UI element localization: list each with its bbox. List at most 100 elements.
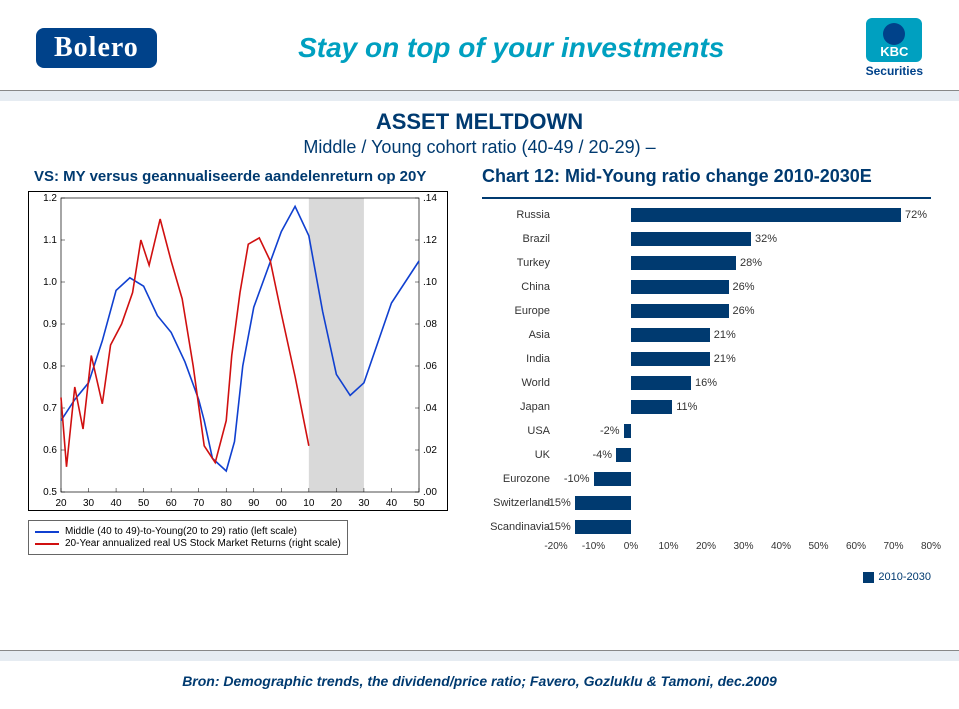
bar-track: -10%	[556, 472, 931, 486]
bar-value: 26%	[733, 304, 755, 318]
bar-fill	[631, 208, 901, 222]
footer-rules	[0, 650, 959, 661]
bar-label: China	[482, 281, 556, 293]
footer-citation: Bron: Demographic trends, the dividend/p…	[0, 673, 959, 689]
svg-text:1.1: 1.1	[43, 235, 57, 246]
legend-row: Middle (40 to 49)-to-Young(20 to 29) rat…	[35, 526, 341, 537]
bar-chart-rule	[482, 197, 931, 199]
bar-row: Brazil32%	[482, 229, 931, 249]
svg-text:0.6: 0.6	[43, 445, 57, 456]
svg-text:0.7: 0.7	[43, 403, 57, 414]
bar-row: Switzerland-15%	[482, 493, 931, 513]
legend-row: 20-Year annualized real US Stock Market …	[35, 538, 341, 549]
bar-row: China26%	[482, 277, 931, 297]
bar-value: 28%	[740, 256, 762, 270]
svg-text:80: 80	[221, 498, 233, 509]
bar-track: 21%	[556, 352, 931, 366]
bar-label: Europe	[482, 305, 556, 317]
bar-axis-tick: 80%	[921, 541, 941, 552]
line-chart-block: VS: MY versus geannualiseerde aandelenre…	[28, 164, 458, 555]
bar-chart-bars: Russia72%Brazil32%Turkey28%China26%Europ…	[482, 205, 931, 537]
kbc-badge-icon	[866, 18, 922, 62]
bar-value: 21%	[714, 352, 736, 366]
bar-value: -4%	[592, 448, 612, 462]
bar-label: Japan	[482, 401, 556, 413]
svg-text:90: 90	[248, 498, 260, 509]
bar-chart-block: Chart 12: Mid-Young ratio change 2010-20…	[482, 164, 931, 583]
bar-track: -2%	[556, 424, 931, 438]
bar-label: Turkey	[482, 257, 556, 269]
svg-text:.10: .10	[423, 277, 437, 288]
svg-text:20: 20	[331, 498, 343, 509]
bar-chart-title: Chart 12: Mid-Young ratio change 2010-20…	[482, 166, 931, 187]
legend-swatch-icon	[35, 543, 59, 545]
line-chart-legend: Middle (40 to 49)-to-Young(20 to 29) rat…	[28, 520, 348, 555]
bar-fill	[624, 424, 632, 438]
svg-text:50: 50	[413, 498, 425, 509]
bar-track: -15%	[556, 520, 931, 534]
bar-track: 26%	[556, 304, 931, 318]
svg-text:20: 20	[55, 498, 67, 509]
bar-axis-tick: 0%	[624, 541, 638, 552]
bar-fill	[631, 232, 751, 246]
section-heading-block: ASSET MELTDOWN Middle / Young cohort rat…	[0, 101, 959, 158]
svg-text:0.5: 0.5	[43, 487, 57, 498]
bar-label: Russia	[482, 209, 556, 221]
svg-text:0.9: 0.9	[43, 319, 57, 330]
bar-track: 16%	[556, 376, 931, 390]
svg-text:.04: .04	[423, 403, 437, 414]
bar-row: Scandinavia-15%	[482, 517, 931, 537]
bar-axis-tick: 20%	[696, 541, 716, 552]
bar-row: Asia 21%	[482, 325, 931, 345]
bar-axis-tick: 40%	[771, 541, 791, 552]
bar-fill	[575, 496, 631, 510]
svg-text:10: 10	[303, 498, 315, 509]
bar-fill	[616, 448, 631, 462]
svg-text:30: 30	[83, 498, 95, 509]
bar-fill	[631, 376, 691, 390]
bar-legend-label: 2010-2030	[878, 571, 931, 583]
svg-text:30: 30	[358, 498, 370, 509]
bar-row: Russia 72%	[482, 205, 931, 225]
legend-label: 20-Year annualized real US Stock Market …	[65, 538, 341, 549]
bar-chart-legend: 2010-2030	[482, 571, 931, 583]
bar-fill	[631, 304, 729, 318]
bar-axis-tick: -10%	[582, 541, 605, 552]
footer-band	[0, 651, 959, 661]
bar-row: UK-4%	[482, 445, 931, 465]
bar-label: Eurozone	[482, 473, 556, 485]
bar-value: 32%	[755, 232, 777, 246]
bar-axis-tick: -20%	[544, 541, 567, 552]
legend-swatch-icon	[863, 572, 874, 583]
bar-label: India	[482, 353, 556, 365]
svg-text:50: 50	[138, 498, 150, 509]
bar-row: Eurozone-10%	[482, 469, 931, 489]
bar-label: Asia	[482, 329, 556, 341]
page-title: Stay on top of your investments	[298, 32, 724, 64]
legend-swatch-icon	[35, 531, 59, 533]
svg-text:.12: .12	[423, 235, 437, 246]
bar-axis-tick: 50%	[808, 541, 828, 552]
bar-track: 28%	[556, 256, 931, 270]
bar-value: -2%	[600, 424, 620, 438]
bar-row: Japan11%	[482, 397, 931, 417]
bar-track: 72%	[556, 208, 931, 222]
bar-axis-tick: 30%	[733, 541, 753, 552]
bar-row: Turkey 28%	[482, 253, 931, 273]
svg-text:.14: .14	[423, 193, 437, 204]
bar-axis-tick: 60%	[846, 541, 866, 552]
bar-track: 21%	[556, 328, 931, 342]
bar-fill	[631, 328, 710, 342]
svg-text:00: 00	[276, 498, 288, 509]
svg-text:40: 40	[386, 498, 398, 509]
svg-text:.06: .06	[423, 361, 437, 372]
bar-value: -15%	[545, 496, 571, 510]
bar-value: -15%	[545, 520, 571, 534]
line-chart-svg: 0.50.60.70.80.91.01.11.2.00.02.04.06.08.…	[28, 191, 448, 511]
svg-text:.00: .00	[423, 487, 437, 498]
bar-value: 72%	[905, 208, 927, 222]
bar-value: 21%	[714, 328, 736, 342]
bar-fill	[631, 256, 736, 270]
svg-text:70: 70	[193, 498, 205, 509]
bar-value: 16%	[695, 376, 717, 390]
